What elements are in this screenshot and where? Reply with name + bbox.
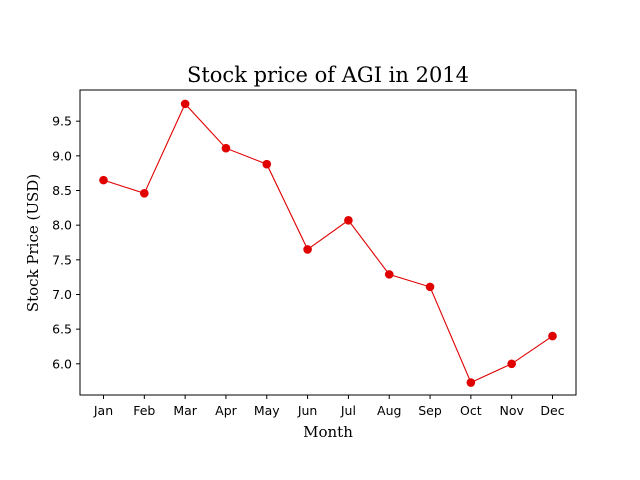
y-axis-label: Stock Price (USD) [24,174,42,312]
x-tick-label: Jun [297,403,318,418]
data-point-dec [548,331,557,341]
x-tick-label: Dec [540,403,564,418]
x-tick-label: Aug [377,403,401,418]
x-axis: Jan Feb Mar Apr May Jun Jul Aug Sep Oct Nov Dec [93,395,565,418]
y-tick-label: 6.0 [52,356,72,371]
chart-title: Stock price of AGI in 2014 [187,63,469,87]
series-line [103,102,553,384]
plot-area [99,99,557,387]
axes-frame [79,89,577,396]
y-tick-label: 9.0 [52,148,72,163]
x-tick-label: Nov [499,403,524,418]
y-tick-label: 7.0 [52,287,72,302]
data-point-jun [303,245,312,254]
x-tick-label: Mar [173,403,197,418]
y-tick-label: 8.0 [52,218,72,233]
x-tick-label: Sep [418,403,442,418]
x-tick-label: Apr [215,403,237,418]
data-point-mar [180,99,190,109]
x-tick-label: Jan [93,403,113,418]
data-point-may [262,159,272,169]
data-point-oct [466,378,476,387]
x-axis-label: Month [303,423,353,441]
data-point-feb [140,188,149,198]
data-point-nov [507,359,516,369]
x-tick-label: Jul [340,403,356,418]
x-tick-label: Oct [460,403,482,418]
data-point-aug [384,270,394,279]
data-point-jan [99,175,108,185]
y-tick-label: 9.5 [52,114,72,129]
x-tick-label: May [254,403,280,418]
y-axis: 6.0 6.5 7.0 7.5 8.0 8.5 9.0 9.5 [52,114,80,371]
data-point-apr [221,143,231,153]
y-tick-label: 8.5 [52,183,72,198]
y-tick-label: 6.5 [52,322,72,337]
data-point-sep [425,282,435,292]
x-tick-label: Feb [133,403,155,418]
data-point-jul [344,216,353,225]
y-tick-label: 7.5 [52,252,72,267]
